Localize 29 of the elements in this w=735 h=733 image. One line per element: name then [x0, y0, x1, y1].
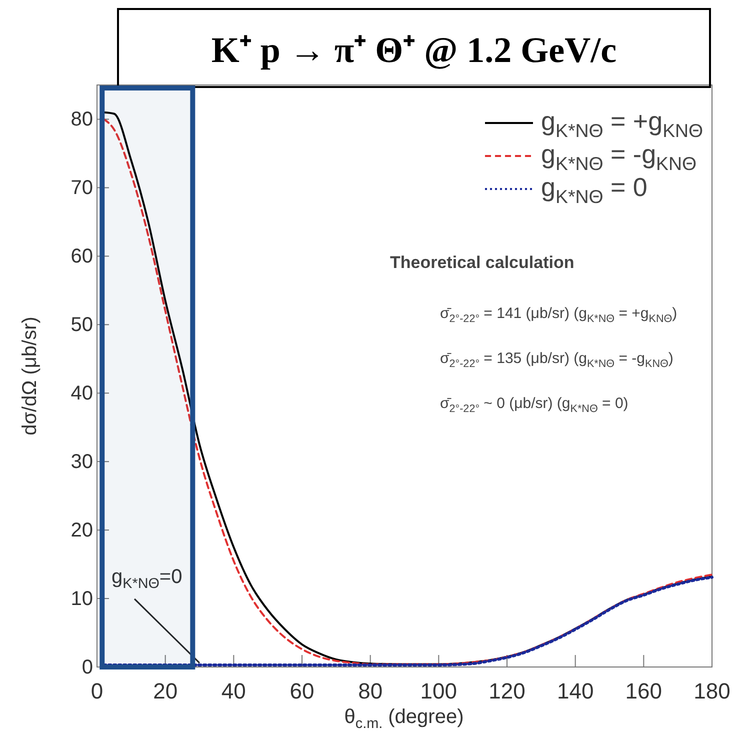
y-tick-label: 70 — [70, 177, 93, 200]
y-tick-label: 80 — [70, 108, 93, 131]
annotation: σ̄$_{2°-22°}$ = 141 (μb/sr) (g$_{K*NΘ}$ = +g$_{KNΘ}$) — [440, 305, 678, 325]
annotation: σ̄$_{2°-22°}$ = 135 (μb/sr) (g$_{K*NΘ}$ = -g$_{KNΘ}$) — [440, 350, 674, 370]
y-tick-label: 30 — [70, 450, 93, 473]
y-tick-label: 60 — [70, 246, 93, 268]
x-tick-label: 160 — [625, 678, 662, 704]
x-tick-label: 120 — [488, 678, 526, 704]
legend-label: g$_{K*NΘ}$ = -g$_{KNΘ}$ — [541, 139, 697, 174]
y-tick-label: 40 — [70, 382, 93, 405]
legend-label: g$_{K*NΘ}$ = 0 — [541, 172, 648, 207]
annotation: σ̄$_{2°-22°}$ ~ 0 (μb/sr) (g$_{K*NΘ}$ = 0) — [440, 395, 628, 415]
y-tick-label: 20 — [70, 519, 93, 542]
chart-title: K⁺ p → π⁺ Θ⁺ @ 1.2 GeV/c — [211, 30, 617, 70]
y-tick-label: 50 — [70, 314, 93, 336]
x-tick-label: 40 — [221, 678, 246, 704]
x-tick-label: 180 — [694, 678, 730, 704]
x-tick-label: 80 — [358, 678, 383, 704]
y-tick-label: 0 — [82, 656, 93, 678]
x-tick-label: 100 — [420, 678, 458, 704]
y-tick-label: 10 — [70, 588, 93, 610]
annotation: g$_{K*NΘ}$=0 — [112, 566, 182, 592]
y-axis-title: dσ/dΩ (μb/sr) — [19, 316, 41, 436]
annotation: Theoretical calculation — [390, 253, 574, 272]
x-tick-label: 20 — [153, 678, 178, 704]
legend-label: g$_{K*NΘ}$ = +g$_{KNΘ}$ — [541, 106, 704, 141]
x-axis-title: θ$_{c.m.}$ (degree) — [344, 706, 464, 732]
x-tick-label: 60 — [290, 678, 314, 704]
x-tick-label: 140 — [556, 678, 594, 704]
